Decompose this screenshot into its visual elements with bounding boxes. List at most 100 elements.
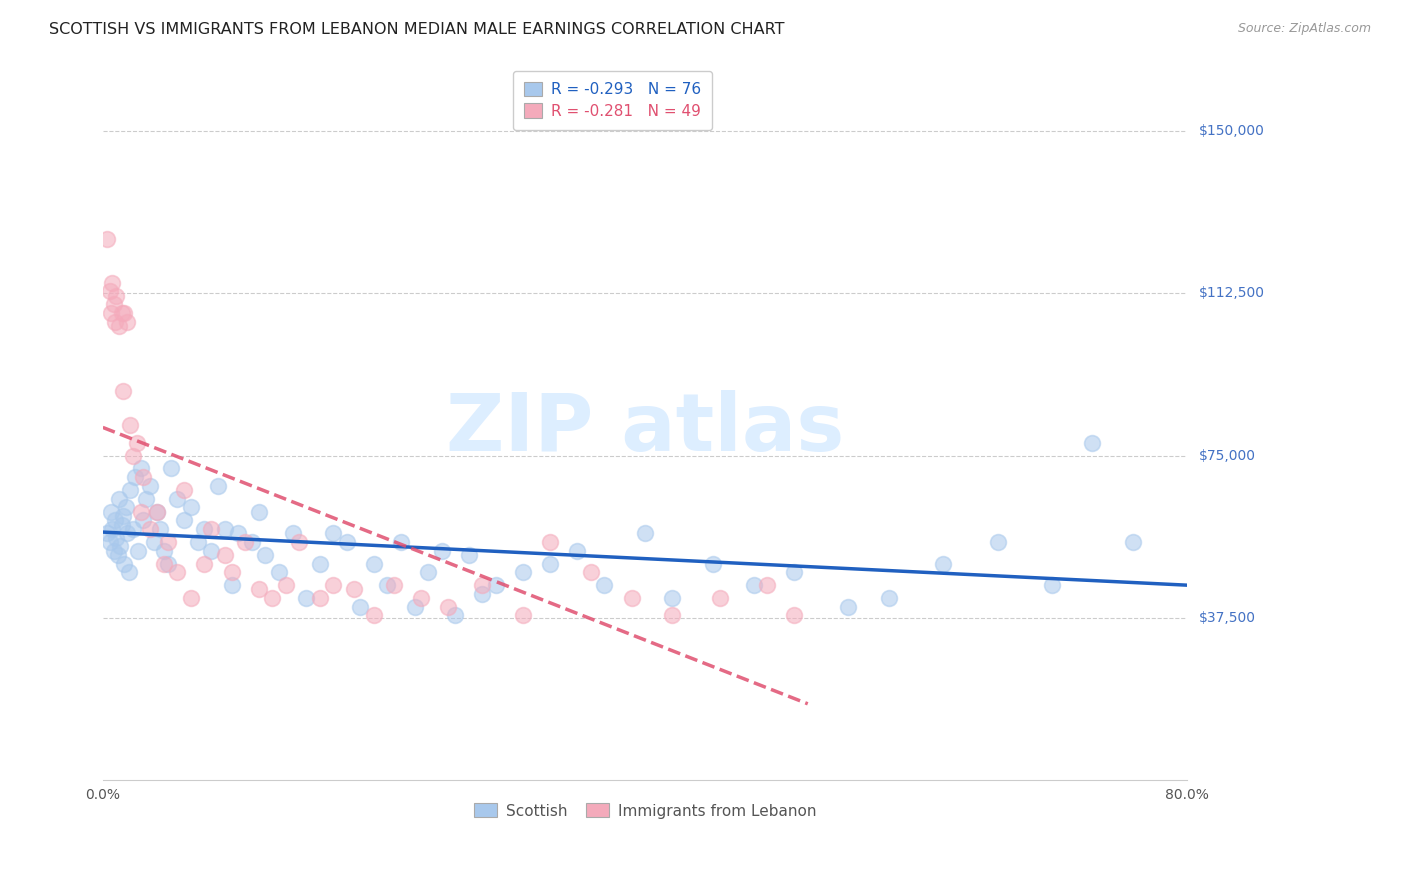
Point <box>308 591 330 606</box>
Point <box>457 548 479 562</box>
Point <box>214 522 236 536</box>
Point <box>593 578 616 592</box>
Point <box>377 578 399 592</box>
Point <box>214 548 236 562</box>
Point <box>207 479 229 493</box>
Point <box>742 578 765 592</box>
Point <box>146 505 169 519</box>
Point <box>200 543 222 558</box>
Point <box>121 522 143 536</box>
Point <box>108 318 131 333</box>
Point <box>129 461 152 475</box>
Point <box>111 517 134 532</box>
Point <box>103 543 125 558</box>
Point <box>322 578 344 592</box>
Point <box>661 591 683 606</box>
Point <box>389 535 412 549</box>
Point <box>149 522 172 536</box>
Point <box>112 384 135 398</box>
Point <box>114 306 136 320</box>
Point <box>118 483 141 497</box>
Point <box>254 548 277 562</box>
Point <box>538 557 561 571</box>
Point <box>180 500 202 515</box>
Point <box>512 608 534 623</box>
Point <box>274 578 297 592</box>
Legend: Scottish, Immigrants from Lebanon: Scottish, Immigrants from Lebanon <box>468 797 823 824</box>
Point <box>756 578 779 592</box>
Point <box>418 565 440 579</box>
Point <box>783 608 806 623</box>
Point <box>166 491 188 506</box>
Point <box>620 591 643 606</box>
Point <box>336 535 359 549</box>
Point <box>1081 435 1104 450</box>
Point <box>1040 578 1063 592</box>
Point <box>837 599 859 614</box>
Text: $150,000: $150,000 <box>1198 125 1264 138</box>
Point <box>228 526 250 541</box>
Point <box>129 505 152 519</box>
Point <box>281 526 304 541</box>
Text: SCOTTISH VS IMMIGRANTS FROM LEBANON MEDIAN MALE EARNINGS CORRELATION CHART: SCOTTISH VS IMMIGRANTS FROM LEBANON MEDI… <box>49 22 785 37</box>
Point <box>125 435 148 450</box>
Point <box>104 315 127 329</box>
Text: $37,500: $37,500 <box>1198 610 1256 624</box>
Point <box>121 449 143 463</box>
Point <box>986 535 1008 549</box>
Point <box>240 535 263 549</box>
Point <box>221 565 243 579</box>
Point <box>100 306 122 320</box>
Point <box>295 591 318 606</box>
Point <box>143 535 166 549</box>
Point <box>107 548 129 562</box>
Point <box>101 522 124 536</box>
Point <box>115 500 138 515</box>
Point <box>132 513 155 527</box>
Point <box>262 591 284 606</box>
Point <box>166 565 188 579</box>
Point <box>308 557 330 571</box>
Point <box>363 557 385 571</box>
Point <box>709 591 731 606</box>
Point <box>100 505 122 519</box>
Point <box>104 513 127 527</box>
Point <box>221 578 243 592</box>
Point <box>180 591 202 606</box>
Point <box>132 470 155 484</box>
Point <box>267 565 290 579</box>
Point <box>200 522 222 536</box>
Point <box>135 491 157 506</box>
Point <box>98 285 121 299</box>
Point <box>404 599 426 614</box>
Text: $75,000: $75,000 <box>1198 449 1256 463</box>
Point <box>193 557 215 571</box>
Point <box>382 578 405 592</box>
Point <box>153 557 176 571</box>
Point <box>538 535 561 549</box>
Point <box>124 470 146 484</box>
Point <box>127 543 149 558</box>
Point <box>288 535 311 549</box>
Point <box>322 526 344 541</box>
Point <box>512 565 534 579</box>
Point <box>156 535 179 549</box>
Point <box>139 479 162 493</box>
Point <box>702 557 724 571</box>
Point <box>96 232 118 246</box>
Point <box>471 578 494 592</box>
Point <box>634 526 657 541</box>
Point <box>173 483 195 497</box>
Point <box>783 565 806 579</box>
Text: $112,500: $112,500 <box>1198 286 1264 301</box>
Point <box>437 599 460 614</box>
Point <box>430 543 453 558</box>
Point <box>98 535 121 549</box>
Point <box>156 557 179 571</box>
Point <box>411 591 433 606</box>
Point <box>112 509 135 524</box>
Point <box>661 608 683 623</box>
Point <box>579 565 602 579</box>
Point <box>101 276 124 290</box>
Point <box>567 543 589 558</box>
